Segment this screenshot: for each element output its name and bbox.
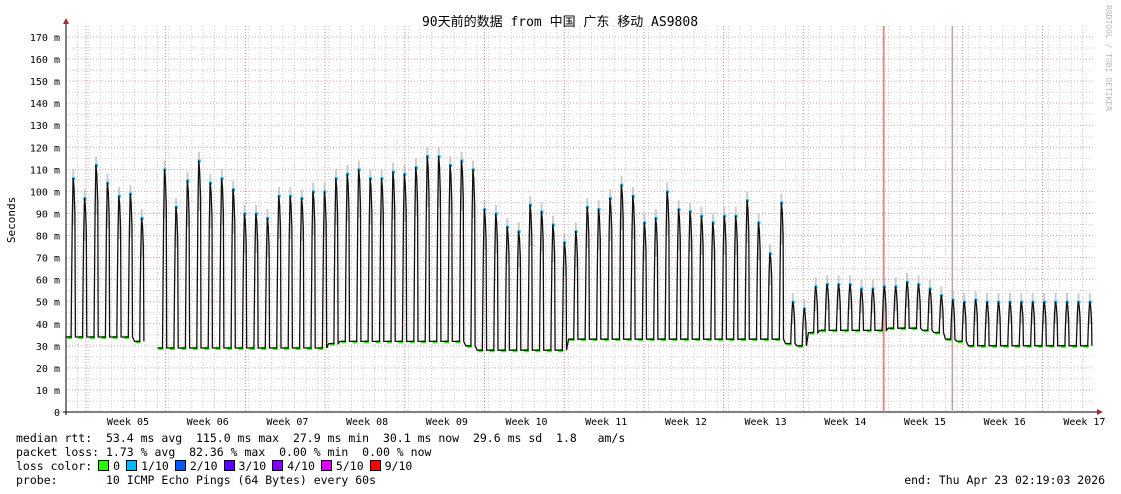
plot-area: [63, 18, 1103, 415]
smoke: [814, 277, 817, 312]
y-tick-label: 40 m: [36, 320, 60, 331]
smokeping-chart: 0 10 m 20 m 30 m 40 m 50 m 60 m 70 m 80 m 90 m 100…: [5, 14, 1106, 428]
smoke: [791, 292, 794, 324]
x-tick-label: Week 10: [505, 417, 547, 428]
y-axis-ticks: 0 10 m 20 m 30 m 40 m 50 m 60 m 70 m 80 m 90 m 100…: [30, 33, 60, 419]
median-rtt-line: [66, 156, 1093, 351]
smoke: [974, 290, 977, 322]
y-tick-label: 110 m: [30, 165, 60, 176]
loss-color-label: 4/10: [287, 459, 315, 473]
smoke: [769, 244, 772, 285]
smoke: [1043, 292, 1046, 324]
y-axis-label: Seconds: [5, 197, 18, 243]
y-tick-label: 90 m: [36, 209, 60, 220]
loss-color-label: 2/10: [189, 459, 218, 473]
x-tick-label: Week 08: [346, 417, 388, 428]
smoke: [1066, 292, 1069, 324]
loss-color-label: loss color:: [16, 459, 93, 473]
smoke: [1020, 292, 1023, 324]
smoke: [860, 279, 863, 314]
y-tick-label: 100 m: [30, 187, 60, 198]
loss-color-label: 9/10: [384, 459, 413, 473]
loss-color-label: 0: [113, 459, 121, 473]
x-tick-label: Week 13: [745, 417, 787, 428]
chart-title: 90天前的数据 from 中国 广东 移动 AS9808: [422, 14, 698, 30]
smoke: [848, 275, 851, 310]
y-tick-label: 50 m: [36, 298, 60, 309]
grid: [66, 25, 1094, 412]
smoke: [1031, 292, 1034, 324]
loss-color-swatch: [98, 460, 110, 471]
smoke: [826, 275, 829, 310]
x-tick-label: Week 17: [1063, 417, 1105, 428]
x-axis-arrow: [1097, 409, 1103, 415]
smoke: [803, 299, 806, 330]
probe-line: probe: 10 ICMP Echo Pings (64 Bytes) eve…: [16, 473, 377, 487]
loss-color-swatch: [320, 460, 332, 471]
y-tick-label: 70 m: [36, 254, 60, 265]
y-tick-label: 20 m: [36, 364, 60, 375]
smoke: [963, 292, 966, 324]
smoke: [997, 292, 1000, 324]
x-tick-label: Week 12: [665, 417, 707, 428]
x-tick-label: Week 06: [187, 417, 229, 428]
smoke: [837, 275, 840, 310]
x-tick-label: Week 14: [824, 417, 866, 428]
x-tick-label: Week 07: [266, 417, 308, 428]
loss-color-label: 1/10: [141, 459, 169, 473]
smoke: [917, 275, 920, 310]
loss-color-swatch: [174, 460, 186, 471]
loss-color-swatch: [126, 460, 138, 471]
y-tick-label: 120 m: [30, 143, 60, 154]
smoke: [951, 290, 954, 322]
end-time: end: Thu Apr 23 02:19:03 2026: [904, 473, 1105, 487]
x-tick-label: Week 15: [904, 417, 946, 428]
smoke: [940, 286, 943, 319]
y-tick-label: 150 m: [30, 77, 60, 88]
loss-color-swatch: [369, 460, 381, 471]
smoke: [883, 277, 886, 312]
smoke: [906, 273, 909, 308]
rrdtool-watermark: RRDTOOL / TOBI OETIKER: [1104, 5, 1113, 111]
y-tick-label: 10 m: [36, 386, 60, 397]
smoke: [894, 277, 897, 312]
y-tick-label: 160 m: [30, 55, 60, 66]
y-tick-label: 170 m: [30, 33, 60, 44]
smoke: [871, 279, 874, 314]
x-tick-label: Week 09: [426, 417, 468, 428]
smoke: [928, 279, 931, 314]
smoke: [1054, 292, 1057, 324]
smoke: [1008, 292, 1011, 324]
x-tick-label: Week 05: [107, 417, 149, 428]
y-tick-label: 80 m: [36, 232, 60, 243]
loss-color-legend: loss color: 0 1/10 2/10 3/10 4/10 5/10 9/10: [16, 459, 412, 473]
x-axis-ticks: Week 05 Week 06 Week 07 Week 08 Week 09 Week …: [107, 417, 1106, 428]
y-tick-label: 130 m: [30, 121, 60, 132]
y-tick-label: 30 m: [36, 342, 60, 353]
x-tick-label: Week 16: [984, 417, 1026, 428]
loss-color-swatch: [223, 460, 235, 471]
y-axis-arrow: [63, 18, 69, 24]
loss-color-label: 5/10: [335, 459, 364, 473]
y-tick-label: 60 m: [36, 276, 60, 287]
smoke: [1077, 292, 1080, 324]
y-tick-label: 140 m: [30, 99, 60, 110]
packet-loss-line: packet loss: 1.73 % avg 82.36 % max 0.00…: [16, 445, 432, 459]
x-tick-label: Week 11: [585, 417, 627, 428]
loss-color-swatch: [272, 460, 284, 471]
y-tick-label: 0: [54, 408, 60, 419]
loss-color-label: 3/10: [238, 459, 267, 473]
median-rtt-line: median rtt: 53.4 ms avg 115.0 ms max 27.…: [16, 431, 626, 445]
